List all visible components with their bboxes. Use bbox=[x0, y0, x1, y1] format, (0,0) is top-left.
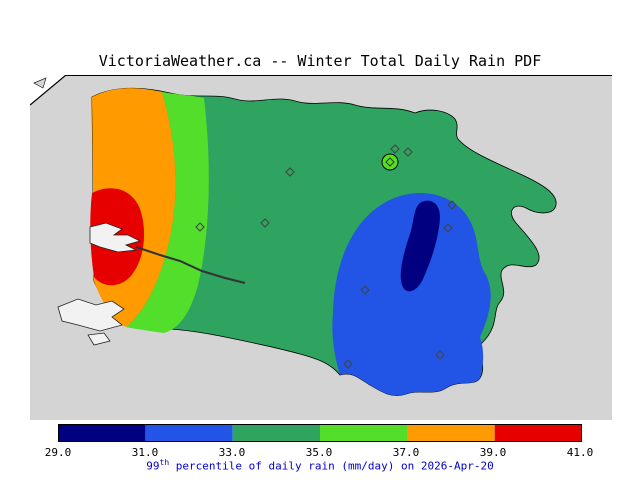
caption-number: 99 bbox=[146, 459, 160, 473]
station-marker bbox=[360, 285, 370, 295]
caption-ordinal: th bbox=[159, 458, 170, 467]
colorbar-tick-label: 29.0 bbox=[44, 446, 72, 459]
colorbar-segment-33-35 bbox=[232, 424, 321, 442]
colorbar-tick-label: 37.0 bbox=[392, 446, 420, 459]
station-marker bbox=[435, 350, 445, 360]
station-marker bbox=[343, 359, 353, 369]
contour-band-35-37 bbox=[126, 92, 209, 333]
colorbar-segment-37-39 bbox=[407, 424, 495, 442]
plot-title: VictoriaWeather.ca -- Winter Total Daily… bbox=[98, 52, 542, 70]
station-marker bbox=[447, 200, 457, 210]
colorbar-border bbox=[58, 424, 582, 442]
colorbar-segment-35-37 bbox=[320, 424, 408, 442]
station-markers bbox=[195, 144, 457, 369]
highlighted-station-marker bbox=[381, 153, 399, 171]
station-marker bbox=[195, 222, 205, 232]
colorbar-svg bbox=[58, 424, 582, 442]
harbour-inlet bbox=[89, 222, 142, 253]
colorbar-segment-29-31 bbox=[58, 424, 146, 442]
contour-band-31-33 bbox=[332, 193, 491, 396]
colorbar-tick-label: 39.0 bbox=[479, 446, 507, 459]
colorbar-tick-label: 31.0 bbox=[131, 446, 159, 459]
corner-islet bbox=[33, 77, 47, 89]
offshore-island bbox=[57, 298, 125, 332]
station-marker bbox=[443, 223, 453, 233]
highlighted-station-diamond-icon bbox=[385, 157, 395, 167]
rain-map bbox=[29, 74, 612, 420]
colorbar-tick-label: 33.0 bbox=[218, 446, 246, 459]
colorbar-caption: 99th percentile of daily rain (mm/day) o… bbox=[0, 458, 640, 473]
station-marker bbox=[403, 147, 413, 157]
corner-coastline bbox=[29, 74, 67, 106]
waterway-line bbox=[135, 246, 246, 284]
colorbar-segment-39-41 bbox=[494, 424, 582, 442]
colorbar-tick-label: 41.0 bbox=[566, 446, 594, 459]
caption-text: percentile of daily rain (mm/day) on 202… bbox=[169, 459, 494, 473]
contour-band-29-31 bbox=[400, 200, 440, 292]
station-marker bbox=[260, 218, 270, 228]
colorbar-segment-31-33 bbox=[145, 424, 233, 442]
station-marker bbox=[285, 167, 295, 177]
colorbar-tick-label: 35.0 bbox=[305, 446, 333, 459]
rain-map-svg bbox=[29, 74, 612, 420]
station-marker bbox=[390, 144, 400, 154]
colorbar bbox=[58, 424, 582, 442]
offshore-islet bbox=[87, 332, 111, 346]
